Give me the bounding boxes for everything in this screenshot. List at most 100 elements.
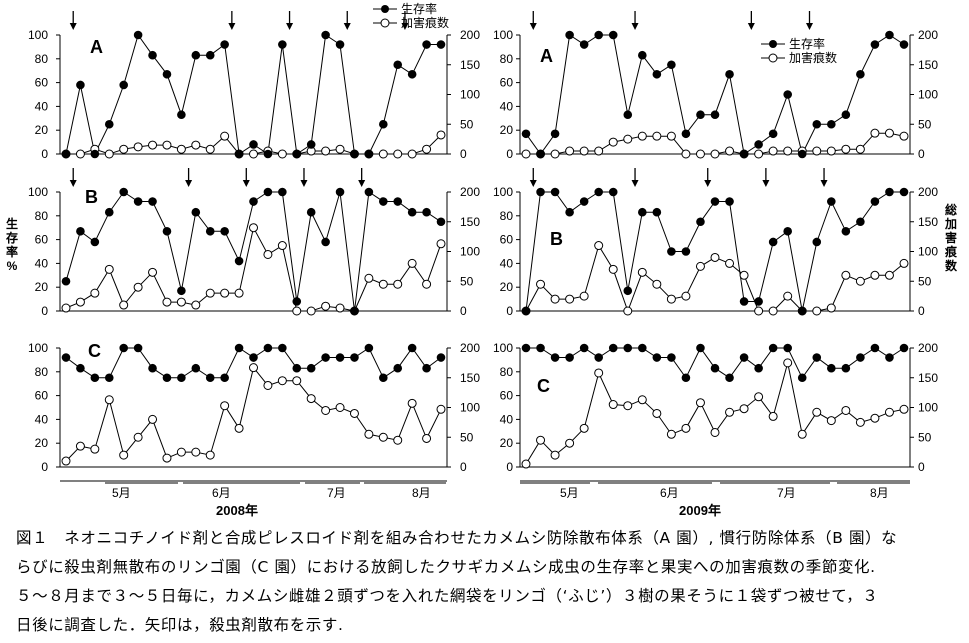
panel-2009-A-survival-point (725, 69, 734, 79)
panel-2008-B-right-tick-label: 0 (460, 304, 467, 318)
caption-line-2: らびに殺虫剤無散布のリンゴ園（C 園）における放飼したクサギカメムシ成虫の生存率… (16, 558, 876, 576)
panel-2008-A-damage-point (422, 144, 432, 154)
panel-2008-A-damage-point (162, 140, 172, 150)
panel-2008-B-survival-point (177, 286, 186, 296)
panel-2009-C-survival-point (652, 353, 662, 362)
panel-2009-B-damage-point (739, 270, 749, 280)
panel-2008-C-survival-point (162, 373, 172, 383)
panel-2009-A-survival-point (768, 129, 778, 139)
panel-2009-C-survival-point (696, 343, 705, 353)
panel-2009-A-damage-point (899, 131, 909, 141)
panel-2008-A-spray-arrow-head (228, 23, 236, 30)
panel-2009-B-survival-point (638, 207, 647, 217)
panel-2008-B-spray-arrow-head (185, 180, 193, 187)
panel-2009-C-damage-point (812, 407, 822, 417)
panel-2009-A-damage-point (826, 146, 836, 156)
panel-2008-C-damage-point (306, 394, 316, 404)
panel-2009-C-survival-point (885, 353, 894, 362)
panel-2008-B-survival-point (292, 297, 302, 306)
panel-2009-C-survival-point (638, 343, 647, 353)
panel-2008-C-damage-point (321, 405, 331, 415)
panel-2009-C-damage-point (652, 408, 662, 418)
panel-2009-C-left-tick-label: 20 (500, 436, 514, 450)
panel-2009-B-damage-point (637, 267, 647, 277)
panel-2009-B-damage-point (666, 294, 676, 304)
panel-2009-C-damage-point (739, 404, 749, 414)
panel-2009-B-damage-point (550, 294, 560, 304)
panel-2009-A-damage-point (754, 149, 764, 159)
panel-2009-C-survival-point (899, 343, 909, 353)
caption-line-1: 図１ ネオニコチノイド剤と合成ピレスロイド剤を組み合わせたカメムシ防除散布体系（… (16, 529, 898, 547)
panel-2009-B-spray-arrow-head (762, 180, 770, 187)
panel-2008-C-survival-point (436, 353, 446, 362)
panel-2008-C-right-tick-label: 200 (460, 341, 480, 355)
panel-2008-C-damage-point (335, 403, 345, 412)
panel-2009-C-right-tick-label: 100 (918, 401, 938, 415)
panel-2009-B-damage-point (754, 306, 764, 316)
panel-2009-B-left-tick-label: 20 (500, 280, 514, 294)
panel-2008-C-damage-point (104, 395, 114, 405)
panel-2008-B-damage-point (148, 267, 158, 277)
panel-2009-B-damage-point (710, 252, 720, 262)
panel-2009-C-survival-point (797, 373, 807, 383)
panel-2008-B-left-tick-label: 40 (35, 256, 49, 270)
panel-2008-A-spray-arrow-head (286, 23, 294, 30)
panel-2008-A-survival-point (205, 50, 215, 60)
panel-2008-A-survival-point (177, 110, 186, 120)
panel-2009-A-left-tick-label: 60 (500, 76, 514, 90)
panel-2008-B-damage-point (191, 300, 201, 310)
y-axis-title-left: 生存率% (5, 216, 18, 273)
panel-2008-A-survival-point (321, 30, 330, 40)
panel-2009-A-survival-point (841, 110, 851, 120)
panel-2008-B-damage-point (263, 249, 273, 259)
panel-2009-A-survival-point (536, 149, 545, 159)
panel-2009-B-damage-point (870, 270, 880, 280)
panel-2008-C-damage-point (263, 380, 273, 390)
panel-2009-B-damage-point (608, 264, 618, 274)
panel-2009-A-damage-point (666, 131, 676, 141)
panel-2009-A-left-tick-label: 80 (500, 52, 514, 66)
panel-2008-B-spray-arrow-head (358, 180, 366, 187)
panel-2008-A-survival-line (65, 33, 441, 156)
panel-2008-A-right-tick-label: 200 (460, 28, 480, 42)
panel-2009-B-damage-point (725, 258, 735, 268)
panel-2008-A-survival-point (234, 149, 244, 159)
panel-2009-B-survival-point (536, 187, 545, 197)
panel-2009-A-survival-point (827, 119, 836, 129)
panel-2008-B-right-tick-label: 200 (460, 185, 480, 199)
panel-2008-B-right-tick-label: 50 (460, 274, 474, 288)
panel-2009-A-right-tick-label: 0 (918, 147, 925, 161)
month-label-2008: 8月 (412, 486, 431, 500)
panel-2008-C-survival-point (350, 353, 359, 362)
panel-2008-C-survival-point (104, 373, 114, 383)
panel-2008-C-damage-point (292, 376, 302, 386)
panel-2008-C-survival-point (278, 343, 287, 353)
panel-2008-C-left-tick-label: 100 (28, 341, 48, 355)
panel-2009-B-survival-point (783, 226, 792, 236)
panel-2009-A-damage-point (855, 144, 865, 154)
panel-2008-A-survival-point (407, 69, 417, 79)
panel-2008-C-left-tick-label: 40 (35, 412, 49, 426)
panel-2008-A-left-tick-label: 60 (35, 76, 49, 90)
panel-2009-C-survival-point (754, 363, 763, 373)
panel-2009-A-damage-point (870, 128, 880, 138)
panel-2008-B-damage-point (162, 297, 172, 307)
panel-2009-B-left-tick-label: 0 (506, 304, 513, 318)
panel-2008-C-survival-point (234, 343, 244, 353)
panel-2008-C-survival-point (177, 373, 186, 383)
panel-2008-B-spray-arrow-head (69, 180, 77, 187)
panel-2008-C-damage-point (191, 447, 201, 457)
panel-2008-C-damage-point (61, 456, 71, 466)
panel-2009-A-damage-point (725, 146, 735, 156)
panel-2009-B-spray-arrow-head (631, 180, 639, 187)
panel-2009-B-right-tick-label: 150 (918, 215, 938, 229)
panel-2009-C-right-tick-label: 0 (918, 460, 925, 474)
panel-2009-C-damage-point (884, 407, 894, 417)
chart-figure: 020406080100050100150200A020406080100050… (5, 1, 958, 518)
panel-2008-B-letter: B (85, 187, 98, 207)
panel-2009-B-spray-arrow-head (820, 180, 828, 187)
panel-2009-B-right-tick-label: 50 (918, 274, 932, 288)
panel-2009-B-survival-point (710, 197, 720, 206)
panel-2008-A-survival-point (335, 40, 345, 49)
panel-2009-B-damage-point (783, 291, 793, 301)
